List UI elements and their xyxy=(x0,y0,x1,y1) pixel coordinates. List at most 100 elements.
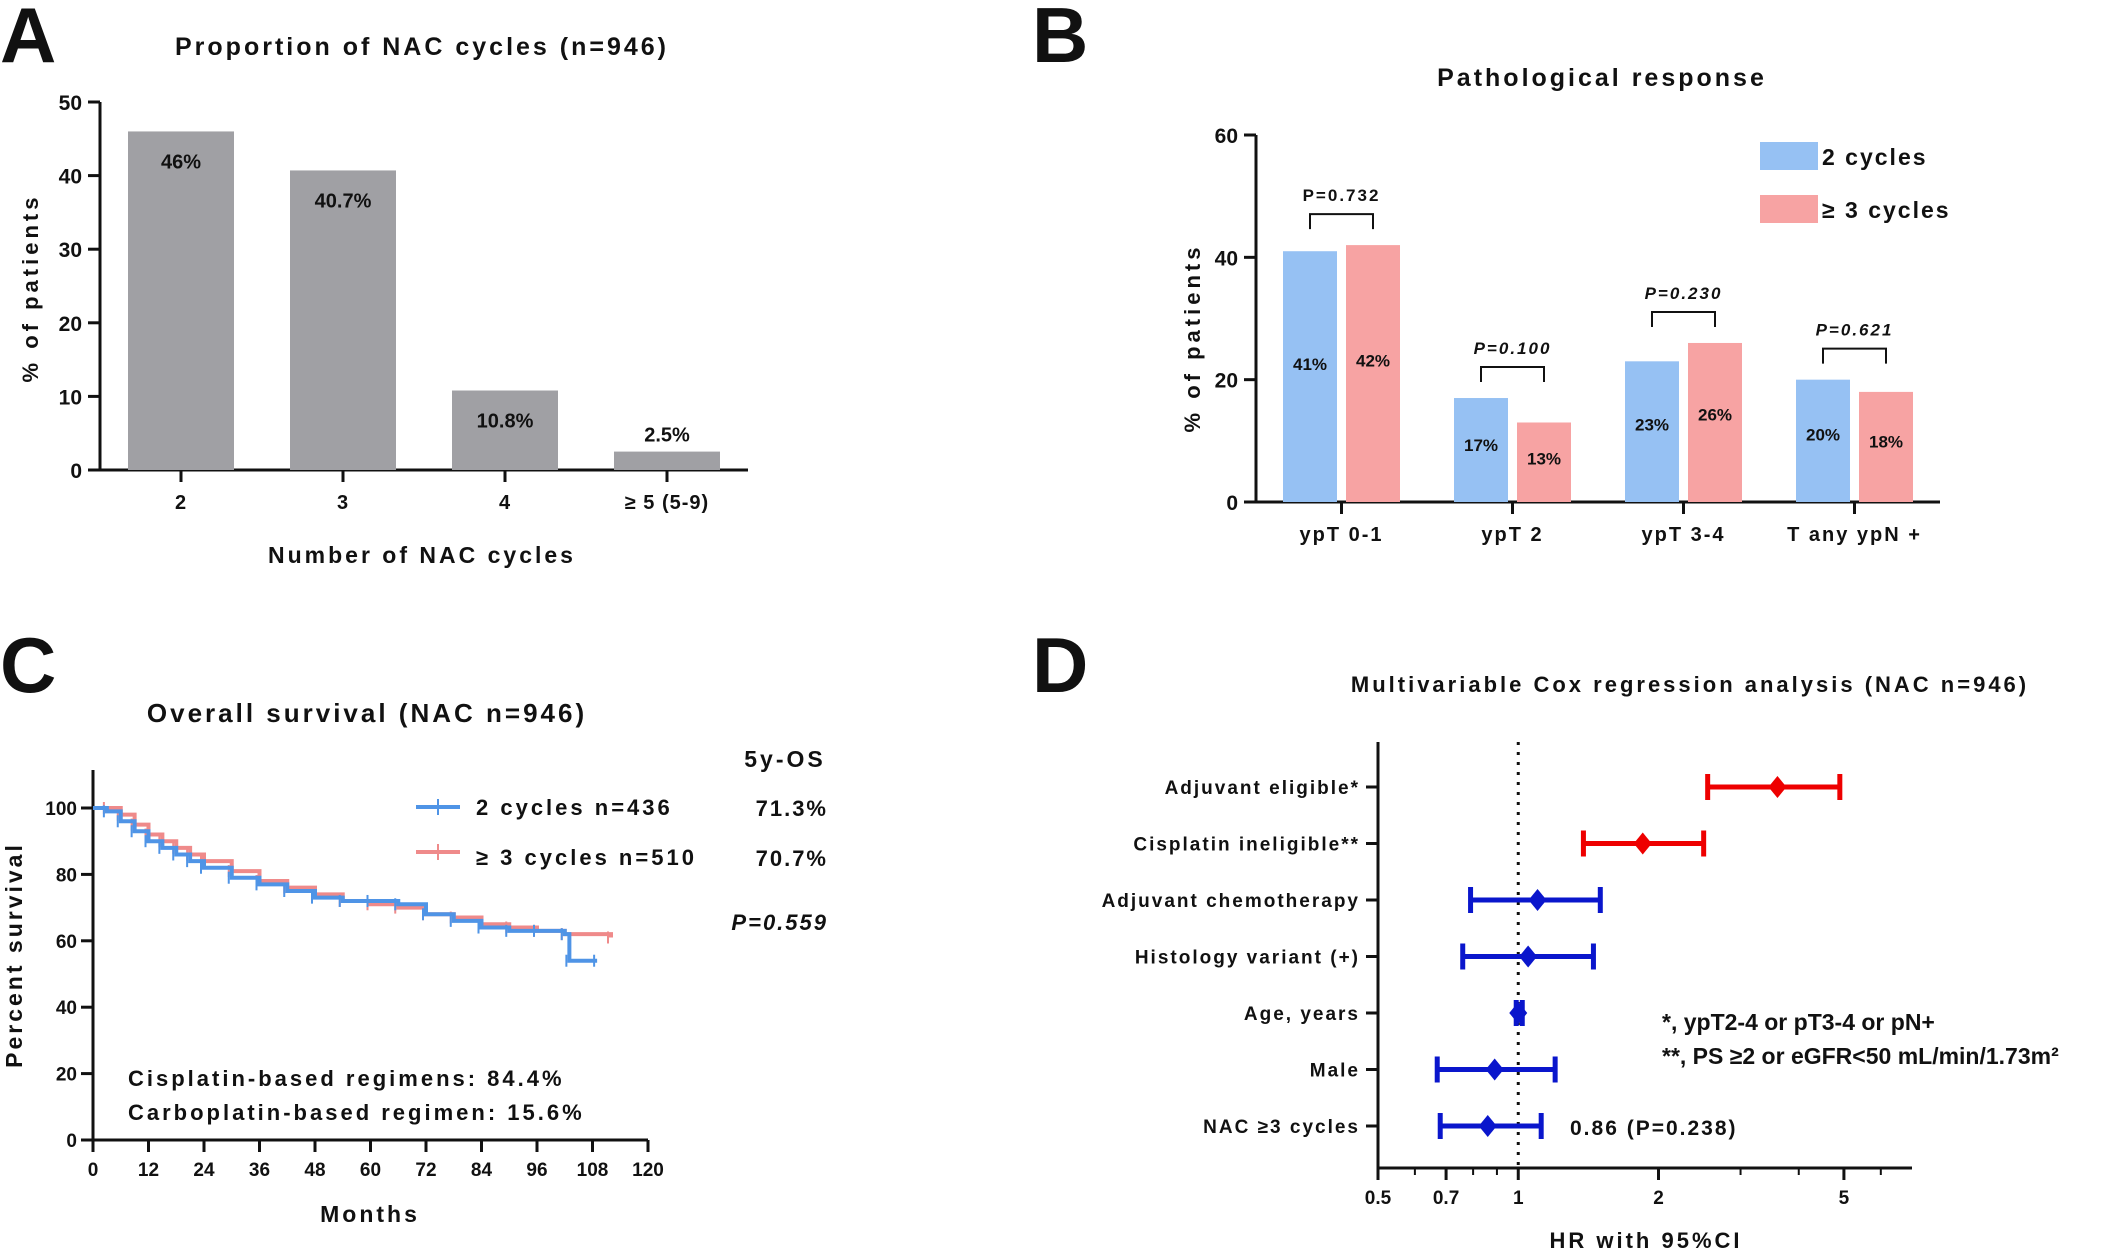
y-tick-label: 60 xyxy=(1215,125,1238,148)
x-tick-label: 84 xyxy=(471,1160,493,1181)
hr-point-adjuvant-eligible xyxy=(1768,776,1787,798)
bar-ypt-3-4-2-cycles xyxy=(1625,361,1679,502)
x-tick-label: 0.7 xyxy=(1433,1188,1459,1209)
legend-label-2-cycles: 2 cycles n=436 xyxy=(476,795,673,820)
hr-point-nac-3-cycles xyxy=(1478,1115,1497,1137)
significance-bracket xyxy=(1822,347,1887,364)
hr-point-cisplatin-ineligible xyxy=(1633,832,1652,855)
os-value-2-cycles: 71.3% xyxy=(756,796,828,821)
row-label-cisplatin-ineligible: Cisplatin ineligible** xyxy=(1133,835,1360,856)
bar-label: 13% xyxy=(1527,449,1561,468)
panel-letter-c: C xyxy=(0,621,56,709)
hr-point-age-years xyxy=(1509,1002,1528,1024)
row-label-adjuvant-eligible: Adjuvant eligible* xyxy=(1165,778,1360,799)
x-tick-label: 3 xyxy=(337,492,349,514)
y-tick-label: 20 xyxy=(56,1065,77,1086)
panel-d-forest-plot: Multivariable Cox regression analysis (N… xyxy=(1102,672,2060,1250)
x-axis-label: Number of NAC cycles xyxy=(268,542,576,568)
x-tick-label: ≥ 5 (5-9) xyxy=(625,492,709,514)
bar-2 xyxy=(128,131,234,470)
x-tick-label: 108 xyxy=(577,1160,609,1181)
y-tick-label: 30 xyxy=(59,239,82,262)
bar-label: 18% xyxy=(1869,432,1903,451)
x-tick-label: 0 xyxy=(88,1160,99,1181)
y-tick-label: 50 xyxy=(59,92,82,115)
bar-4 xyxy=(452,390,558,470)
chart-title: Proportion of NAC cycles (n=946) xyxy=(175,33,669,61)
y-tick-label: 80 xyxy=(56,865,77,886)
x-tick-label: T any ypN + xyxy=(1787,524,1922,546)
panel-c-survival-chart: Overall survival (NAC n=946) 0 20 40 60 80 10… xyxy=(1,698,828,1227)
nac-estimate: 0.86 (P=0.238) xyxy=(1570,1117,1738,1140)
bar-3 xyxy=(290,170,396,470)
y-tick-label: 60 xyxy=(56,932,77,953)
y-tick-label: 40 xyxy=(1215,247,1238,270)
y-axis-label: Percent survival xyxy=(1,842,27,1068)
bar-ypt-0-1-3-cycles xyxy=(1346,245,1400,502)
y-tick-label: 0 xyxy=(1226,492,1238,515)
x-tick-label: 2 xyxy=(1653,1188,1664,1209)
legend-label-2-cycles: 2 cycles xyxy=(1822,144,1928,170)
significance-bracket xyxy=(1480,366,1545,383)
legend-swatch-3-cycles xyxy=(1760,195,1818,223)
bar-5-5-9 xyxy=(614,451,720,470)
row-label-male: Male xyxy=(1310,1061,1360,1082)
os-header: 5y-OS xyxy=(744,746,825,772)
survival-curve-2-cycles-n-436 xyxy=(93,806,598,963)
x-tick-label: ypT 3-4 xyxy=(1641,524,1725,546)
bar-label: 26% xyxy=(1698,406,1732,425)
p-value-label: P=0.621 xyxy=(1816,321,1894,340)
hr-point-adjuvant-chemotherapy xyxy=(1528,889,1547,911)
bar-ypt-3-4-3-cycles xyxy=(1688,342,1742,502)
p-value-label: P=0.100 xyxy=(1474,339,1552,358)
y-tick-label: 20 xyxy=(1215,370,1238,393)
bar-ypt-0-1-2-cycles xyxy=(1283,251,1337,502)
bar-label: 20% xyxy=(1806,426,1840,445)
y-tick-label: 10 xyxy=(59,386,82,409)
y-tick-label: 20 xyxy=(59,313,82,336)
x-tick-label: 12 xyxy=(138,1160,159,1181)
os-value-3-cycles: 70.7% xyxy=(756,846,828,871)
chart-title: Overall survival (NAC n=946) xyxy=(147,698,587,728)
x-tick-label: 5 xyxy=(1839,1188,1850,1209)
chart-title: Pathological response xyxy=(1437,64,1767,92)
row-label-nac-3-cycles: NAC ≥3 cycles xyxy=(1203,1117,1360,1138)
bar-ypt-2-3-cycles xyxy=(1517,422,1571,502)
bar-label: 10.8% xyxy=(477,411,534,433)
bar-label: 23% xyxy=(1635,416,1669,435)
bar-label: 42% xyxy=(1356,352,1390,371)
row-label-age-years: Age, years xyxy=(1244,1004,1360,1025)
bar-t-any-ypn-3-cycles xyxy=(1859,391,1913,502)
y-tick-label: 40 xyxy=(59,166,82,189)
x-tick-label: 1 xyxy=(1513,1188,1524,1209)
x-tick-label: 96 xyxy=(526,1160,547,1181)
row-label-histology-variant: Histology variant (+) xyxy=(1135,948,1360,969)
x-axis-label: HR with 95%CI xyxy=(1549,1228,1742,1250)
x-tick-label: 0.5 xyxy=(1365,1188,1392,1209)
chart-title: Multivariable Cox regression analysis (N… xyxy=(1351,672,2029,697)
panel-a-bar-chart: Proportion of NAC cycles (n=946) 0 10 20 30… xyxy=(18,33,748,568)
bar-label: 46% xyxy=(161,151,201,173)
y-tick-label: 100 xyxy=(45,799,77,820)
x-tick-label: ypT 2 xyxy=(1481,524,1543,546)
y-tick-label: 40 xyxy=(56,998,77,1019)
x-tick-label: 24 xyxy=(193,1160,215,1181)
y-axis-label: % of patients xyxy=(1180,244,1205,433)
panel-letter-d: D xyxy=(1032,621,1088,709)
y-axis-label: % of patients xyxy=(18,194,43,383)
bar-label: 2.5% xyxy=(644,425,690,447)
significance-bracket xyxy=(1309,213,1374,230)
y-tick-label: 0 xyxy=(66,1131,77,1152)
bar-t-any-ypn-2-cycles xyxy=(1796,379,1850,502)
x-tick-label: ypT 0-1 xyxy=(1299,524,1383,546)
x-tick-label: 48 xyxy=(304,1160,325,1181)
p-value-label: P=0.732 xyxy=(1303,186,1381,205)
bar-ypt-2-2-cycles xyxy=(1454,398,1508,502)
annotation-carboplatin: Carboplatin-based regimen: 15.6% xyxy=(128,1100,585,1125)
legend-swatch-2-cycles xyxy=(1760,142,1818,170)
hr-point-male xyxy=(1485,1058,1504,1081)
legend-label-3-cycles: ≥ 3 cycles n=510 xyxy=(476,845,697,870)
panel-letter-b: B xyxy=(1032,0,1088,79)
x-tick-label: 2 xyxy=(175,492,187,514)
